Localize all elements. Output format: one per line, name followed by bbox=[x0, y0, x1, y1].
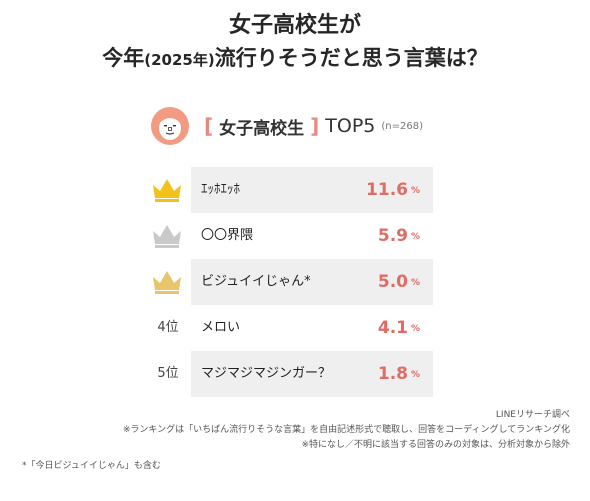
title-part-a: 今年 bbox=[102, 46, 145, 70]
bronze-crown-icon bbox=[153, 271, 181, 294]
phrase-label: 〇〇界隈 bbox=[201, 228, 254, 243]
percent-unit: % bbox=[411, 278, 421, 288]
title-year: (2025年) bbox=[144, 51, 215, 69]
table-row: ｴｯﾎｴｯﾎ 11.6% bbox=[0, 167, 590, 213]
section-header: [ 女子高校生 ] TOP5 (n=268) bbox=[150, 104, 423, 148]
phrase-label: メロい bbox=[201, 320, 241, 335]
top5-label: TOP5 bbox=[325, 115, 376, 137]
silver-crown-icon bbox=[153, 225, 181, 248]
chart-title-line2: 今年(2025年)流行りそうだと思う言葉は？ bbox=[0, 44, 590, 74]
schoolgirl-avatar-icon bbox=[151, 107, 189, 145]
exclusion-note: ※特になし／不明に該当する回答のみの対象は、分析対象から除外 bbox=[301, 440, 570, 450]
percentage-value: 4.1 bbox=[377, 318, 408, 338]
row-background bbox=[191, 213, 433, 259]
phrase-label: ビジュイイじゃん* bbox=[201, 274, 311, 289]
percent-unit: % bbox=[411, 232, 421, 242]
row-background bbox=[191, 259, 433, 305]
sample-size: (n=268) bbox=[381, 120, 423, 132]
asterisk-note: *「今日ビジュイイじゃん」も含む bbox=[22, 461, 161, 471]
chart-title-line1: 女子高校生が bbox=[228, 13, 361, 38]
gold-crown-icon bbox=[153, 179, 181, 202]
percent-unit: % bbox=[411, 186, 421, 196]
table-row: 5位 マジマジマジンガー？ 1.8% bbox=[0, 351, 590, 397]
percentage-value: 5.0 bbox=[377, 272, 408, 292]
percent-unit: % bbox=[411, 324, 421, 334]
table-row: 〇〇界隈 5.9% bbox=[0, 213, 590, 259]
table-row: ビジュイイじゃん* 5.0% bbox=[0, 259, 590, 305]
bracket-open: [ bbox=[204, 114, 214, 138]
rank-label: 4位 bbox=[157, 320, 179, 335]
phrase-label: ｴｯﾎｴｯﾎ bbox=[201, 182, 240, 197]
bracket-close: ] bbox=[310, 114, 320, 138]
row-background bbox=[191, 167, 433, 213]
percentage-value: 5.9 bbox=[377, 226, 408, 246]
title-part-b: 流行りそうだと思う言葉は？ bbox=[214, 46, 488, 70]
percentage-value: 1.8 bbox=[377, 364, 408, 384]
respondent-group: 女子高校生 bbox=[219, 118, 305, 139]
ranking-note: ※ランキングは「いちばん流行りそうな言葉」を自由記述形式で聴取し、回答をコーディ… bbox=[122, 425, 570, 435]
row-background bbox=[191, 351, 433, 397]
row-background bbox=[191, 305, 433, 351]
source-note: LINEリサーチ調べ bbox=[495, 410, 570, 420]
percent-unit: % bbox=[411, 370, 421, 380]
phrase-label: マジマジマジンガー？ bbox=[201, 366, 332, 381]
rank-label: 5位 bbox=[157, 366, 179, 381]
percentage-value: 11.6 bbox=[366, 180, 408, 200]
table-row: 4位 メロい 4.1% bbox=[0, 305, 590, 351]
